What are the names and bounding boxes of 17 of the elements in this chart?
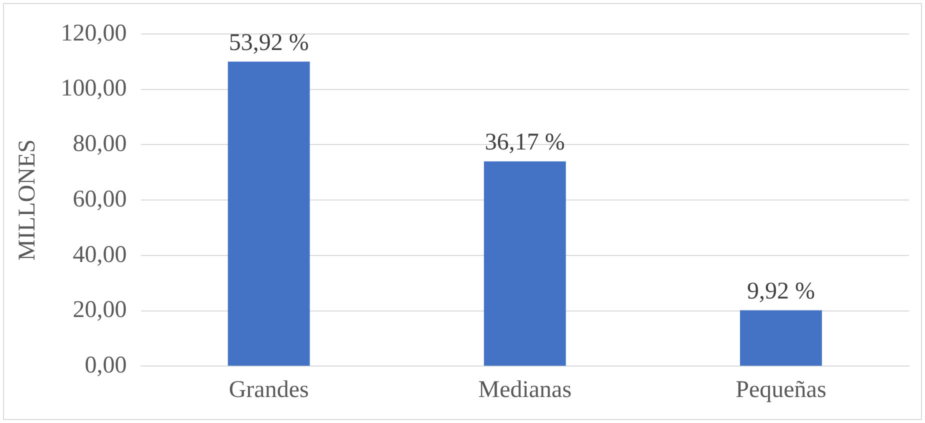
y-tick-label: 40,00 [72,242,127,268]
annotation: 9,92 % [746,278,815,305]
y-tick-label: 80,00 [72,131,127,158]
y-tick-label: 20,00 [72,297,127,324]
y-tick-label: 100,00 [60,76,127,102]
bar [740,310,822,366]
x-tick-label: Pequeñas [736,376,826,403]
y-axis-title: MILLONES [14,139,41,261]
x-tick-label: Grandes [228,376,309,403]
y-tick-label: 0,00 [84,352,127,378]
bar [484,161,566,366]
y-tick-label: 120,00 [60,20,127,46]
bar [228,62,310,366]
y-tick-label: 60,00 [72,186,127,212]
annotation: 36,17 % [484,130,565,156]
x-tick-label: Medianas [478,376,572,403]
annotation: 53,92 % [228,30,309,56]
